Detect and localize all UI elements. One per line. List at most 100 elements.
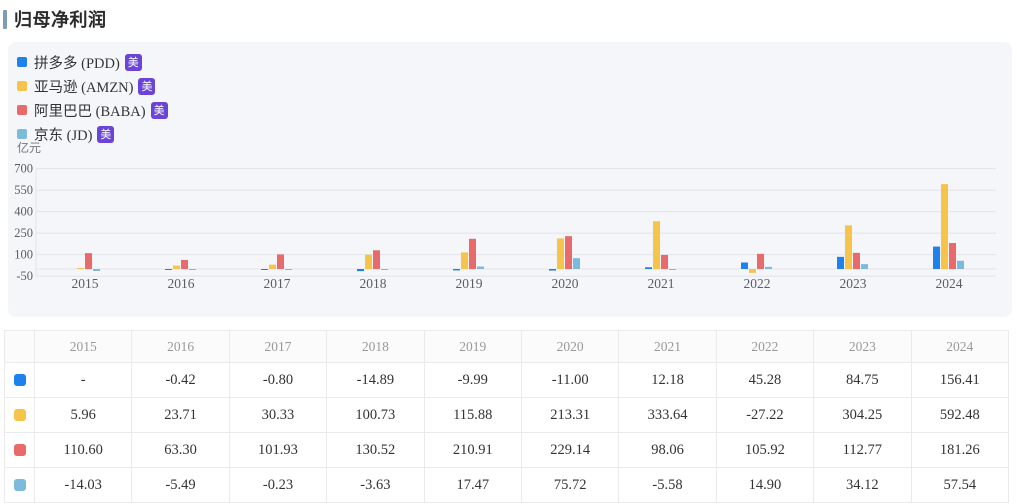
bar-阿里巴巴 (BABA)-2019[interactable] [469, 238, 476, 269]
value-cell: -0.42 [131, 362, 230, 398]
bar-亚马逊 (AMZN)-2022[interactable] [749, 269, 756, 273]
bar-京东 (JD)-2019[interactable] [477, 266, 484, 269]
value-cell: 101.93 [228, 432, 328, 468]
value-cell: 17.47 [423, 467, 522, 503]
bar-亚马逊 (AMZN)-2024[interactable] [941, 184, 948, 269]
value-cell: -5.49 [131, 467, 230, 503]
x-tick-label: 2017 [264, 276, 291, 291]
bar-拼多多 (PDD)-2019[interactable] [453, 269, 460, 271]
year-column-header: 2017 [228, 330, 328, 363]
legend-swatch [17, 81, 27, 91]
bar-阿里巴巴 (BABA)-2017[interactable] [277, 254, 284, 269]
legend-label: 京东 (JD) [34, 127, 93, 144]
bar-拼多多 (PDD)-2022[interactable] [741, 262, 748, 269]
bar-拼多多 (PDD)-2017[interactable] [261, 269, 268, 270]
year-column-header: 2015 [33, 330, 133, 363]
value-cell: 130.52 [326, 432, 425, 468]
legend-item-3[interactable]: 京东 (JD) 美 [17, 122, 168, 146]
bar-京东 (JD)-2017[interactable] [285, 269, 292, 270]
value-cell: 229.14 [520, 432, 620, 468]
bar-拼多多 (PDD)-2020[interactable] [549, 269, 556, 271]
bar-阿里巴巴 (BABA)-2016[interactable] [181, 259, 188, 269]
year-column-header: 2020 [520, 330, 620, 363]
bar-京东 (JD)-2023[interactable] [861, 264, 868, 269]
value-cell: 105.92 [715, 432, 815, 468]
bar-阿里巴巴 (BABA)-2020[interactable] [565, 236, 572, 269]
us-market-badge: 美 [138, 77, 156, 95]
y-tick-label: 550 [14, 183, 33, 197]
x-tick-label: 2022 [744, 276, 771, 291]
table-corner-cell [4, 330, 35, 363]
value-cell: 12.18 [618, 362, 717, 398]
bar-拼多多 (PDD)-2024[interactable] [933, 246, 940, 269]
bar-亚马逊 (AMZN)-2023[interactable] [845, 225, 852, 269]
value-cell: 34.12 [813, 467, 912, 503]
bar-亚马逊 (AMZN)-2017[interactable] [269, 264, 276, 269]
bar-阿里巴巴 (BABA)-2015[interactable] [85, 253, 92, 269]
x-tick-label: 2016 [168, 276, 195, 291]
bar-亚马逊 (AMZN)-2015[interactable] [77, 268, 84, 269]
year-column-header: 2023 [813, 330, 912, 363]
bar-拼多多 (PDD)-2021[interactable] [645, 267, 652, 269]
value-cell: 592.48 [910, 397, 1010, 433]
table-row: - -0.42 -0.80 -14.89 -9.99 -11.00 12.18 45.28 84… [4, 362, 1010, 398]
bar-阿里巴巴 (BABA)-2024[interactable] [949, 243, 956, 269]
legend-item-1[interactable]: 亚马逊 (AMZN) 美 [17, 74, 168, 98]
y-tick-label: -50 [16, 269, 33, 283]
bar-亚马逊 (AMZN)-2018[interactable] [365, 254, 372, 269]
y-tick-label: 400 [14, 205, 33, 219]
bar-京东 (JD)-2020[interactable] [573, 258, 580, 269]
bar-阿里巴巴 (BABA)-2023[interactable] [853, 252, 860, 269]
legend-item-2[interactable]: 阿里巴巴 (BABA) 美 [17, 98, 168, 122]
legend-label: 拼多多 (PDD) [34, 55, 120, 72]
legend-swatch [17, 57, 27, 67]
us-market-badge: 美 [150, 101, 168, 119]
value-cell: 304.25 [813, 397, 912, 433]
y-tick-label: 700 [14, 162, 33, 176]
bar-亚马逊 (AMZN)-2021[interactable] [653, 221, 660, 269]
bar-京东 (JD)-2018[interactable] [381, 269, 388, 270]
bar-京东 (JD)-2021[interactable] [669, 269, 676, 270]
x-tick-label: 2018 [360, 276, 387, 291]
bar-拼多多 (PDD)-2018[interactable] [357, 269, 364, 272]
x-tick-label: 2015 [72, 276, 99, 291]
value-cell: 213.31 [520, 397, 620, 433]
bar-亚马逊 (AMZN)-2020[interactable] [557, 238, 564, 269]
bar-拼多多 (PDD)-2023[interactable] [837, 256, 844, 269]
value-cell: 100.73 [326, 397, 425, 433]
series-swatch-cell [4, 467, 35, 503]
year-column-header: 2016 [131, 330, 230, 363]
legend-item-0[interactable]: 拼多多 (PDD) 美 [17, 50, 168, 74]
value-cell: 63.30 [131, 432, 230, 468]
bar-京东 (JD)-2015[interactable] [93, 269, 100, 272]
bar-京东 (JD)-2022[interactable] [765, 266, 772, 269]
table-row: -14.03 -5.49 -0.23 -3.63 17.47 75.72 -5.58 14.9… [4, 467, 1010, 503]
bar-京东 (JD)-2016[interactable] [189, 269, 196, 270]
x-tick-label: 2019 [456, 276, 483, 291]
value-cell: -5.58 [618, 467, 717, 503]
bar-亚马逊 (AMZN)-2016[interactable] [173, 265, 180, 269]
value-cell: 14.90 [715, 467, 815, 503]
value-cell: -3.63 [326, 467, 425, 503]
series-swatch [13, 374, 26, 387]
bar-拼多多 (PDD)-2016[interactable] [165, 269, 172, 270]
x-tick-label: 2024 [936, 276, 963, 291]
table-row: 5.96 23.71 30.33 100.73 115.88 213.31 333.64 -2… [4, 397, 1010, 433]
value-cell: -0.80 [228, 362, 328, 398]
series-swatch-cell [4, 432, 35, 468]
x-tick-label: 2021 [648, 276, 675, 291]
year-column-header: 2021 [618, 330, 717, 363]
value-cell: -27.22 [715, 397, 815, 433]
value-cell: -9.99 [423, 362, 522, 398]
bar-阿里巴巴 (BABA)-2021[interactable] [661, 254, 668, 269]
y-tick-label: 100 [14, 248, 33, 262]
value-cell: 210.91 [423, 432, 522, 468]
year-column-header: 2019 [423, 330, 522, 363]
bar-京东 (JD)-2024[interactable] [957, 260, 964, 269]
page-title: 归母净利润 [14, 10, 107, 30]
bar-阿里巴巴 (BABA)-2022[interactable] [757, 253, 764, 269]
page-header: 归母净利润 [3, 6, 107, 32]
value-cell: 112.77 [813, 432, 912, 468]
bar-亚马逊 (AMZN)-2019[interactable] [461, 252, 468, 269]
bar-阿里巴巴 (BABA)-2018[interactable] [373, 250, 380, 269]
